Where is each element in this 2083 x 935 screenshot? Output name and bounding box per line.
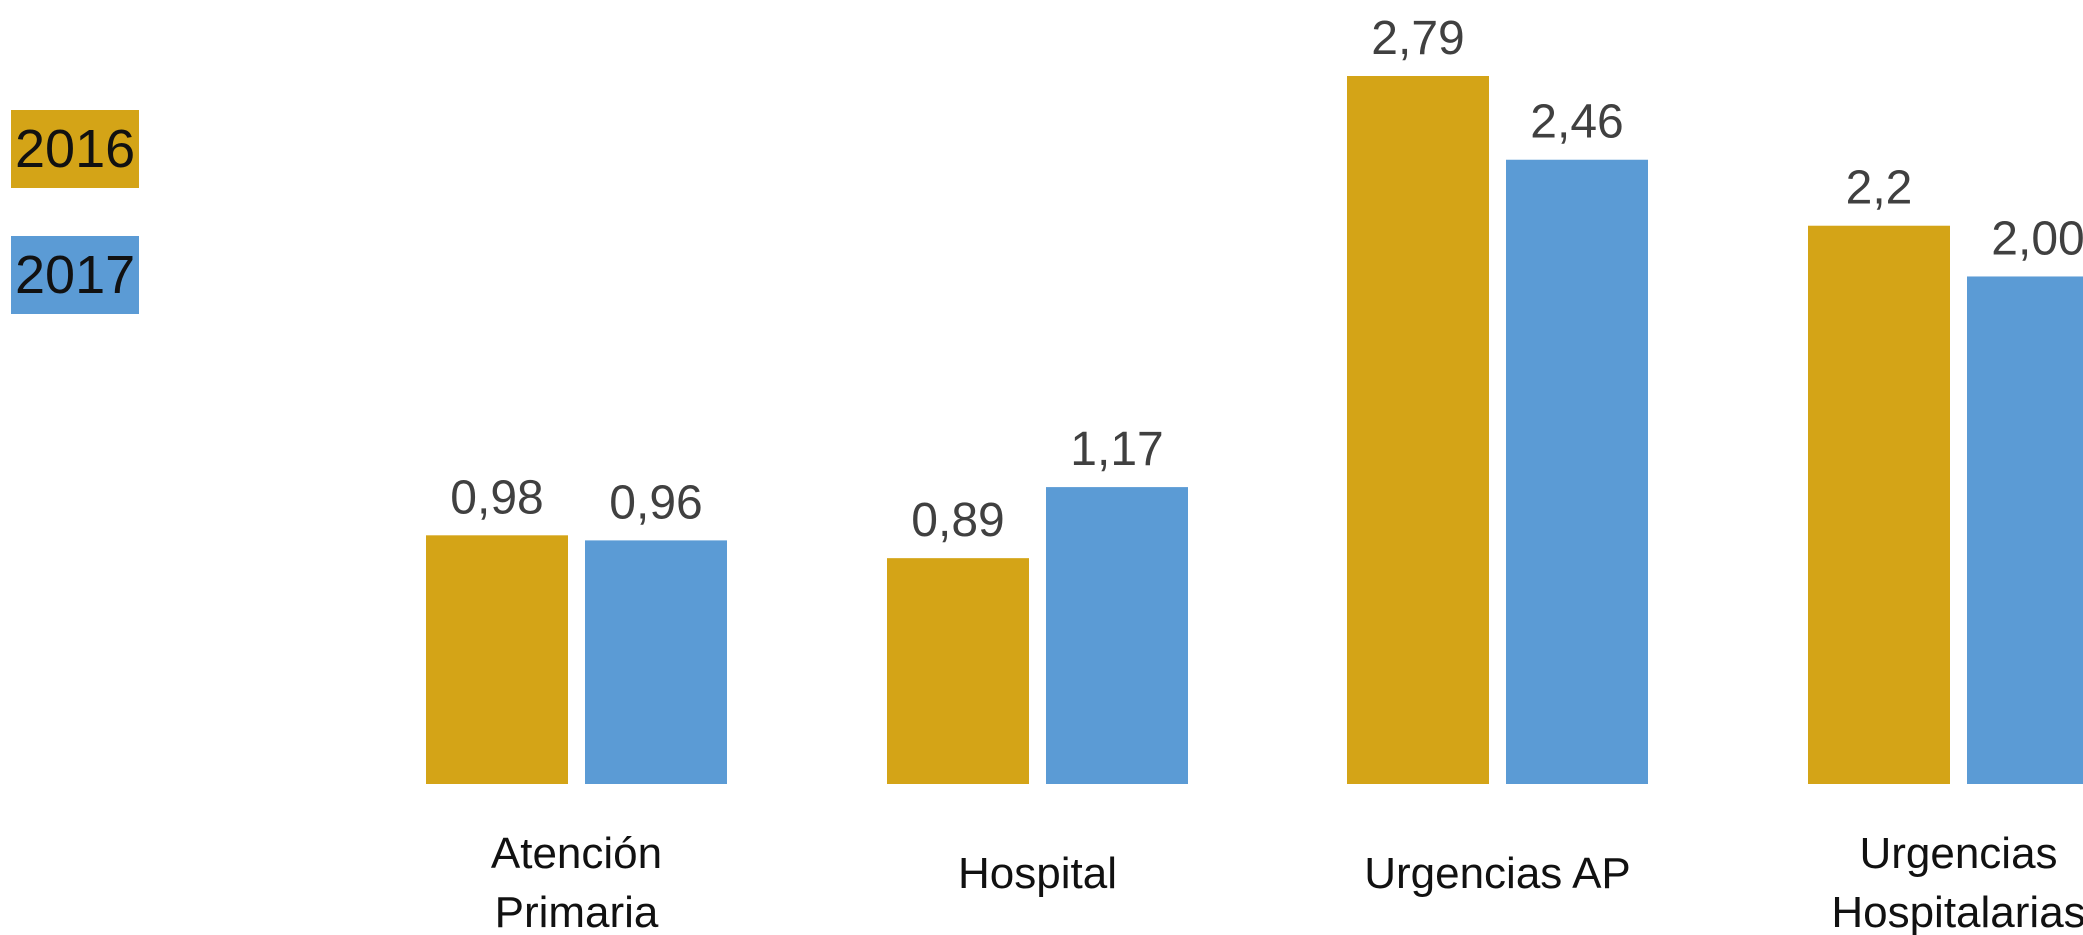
category-label-3-1: Hospitalarias	[1831, 888, 2083, 935]
legend-item-2017[interactable]: 2017	[11, 236, 139, 314]
bar-2016-2[interactable]	[1347, 76, 1489, 784]
data-label-2017-0: 0,96	[609, 476, 702, 529]
data-label-2016-0: 0,98	[450, 471, 543, 524]
data-label-2016-3: 2,2	[1846, 162, 1913, 215]
bar-2017-3[interactable]	[1967, 276, 2083, 784]
data-label-2017-3: 2,00	[1991, 212, 2083, 265]
category-label-1-0: Hospital	[958, 849, 1117, 898]
bar-2016-0[interactable]	[426, 535, 568, 784]
bar-2016-1[interactable]	[887, 558, 1029, 784]
bar-2017-1[interactable]	[1046, 487, 1188, 784]
data-label-2016-2: 2,79	[1371, 12, 1464, 65]
category-label-0-0: Atención	[491, 829, 662, 878]
data-label-2017-2: 2,46	[1530, 96, 1623, 149]
category-label-0-1: Primaria	[495, 888, 659, 935]
data-label-2017-1: 1,17	[1070, 423, 1163, 476]
category-label-2-0: Urgencias AP	[1364, 849, 1631, 898]
data-label-2016-1: 0,89	[911, 494, 1004, 547]
bar-2017-2[interactable]	[1506, 159, 1648, 784]
category-label-3-0: Urgencias	[1859, 829, 2057, 878]
bar-2017-0[interactable]	[585, 540, 727, 784]
bar-2016-3[interactable]	[1808, 225, 1950, 784]
legend-item-2016[interactable]: 2016	[11, 110, 139, 188]
